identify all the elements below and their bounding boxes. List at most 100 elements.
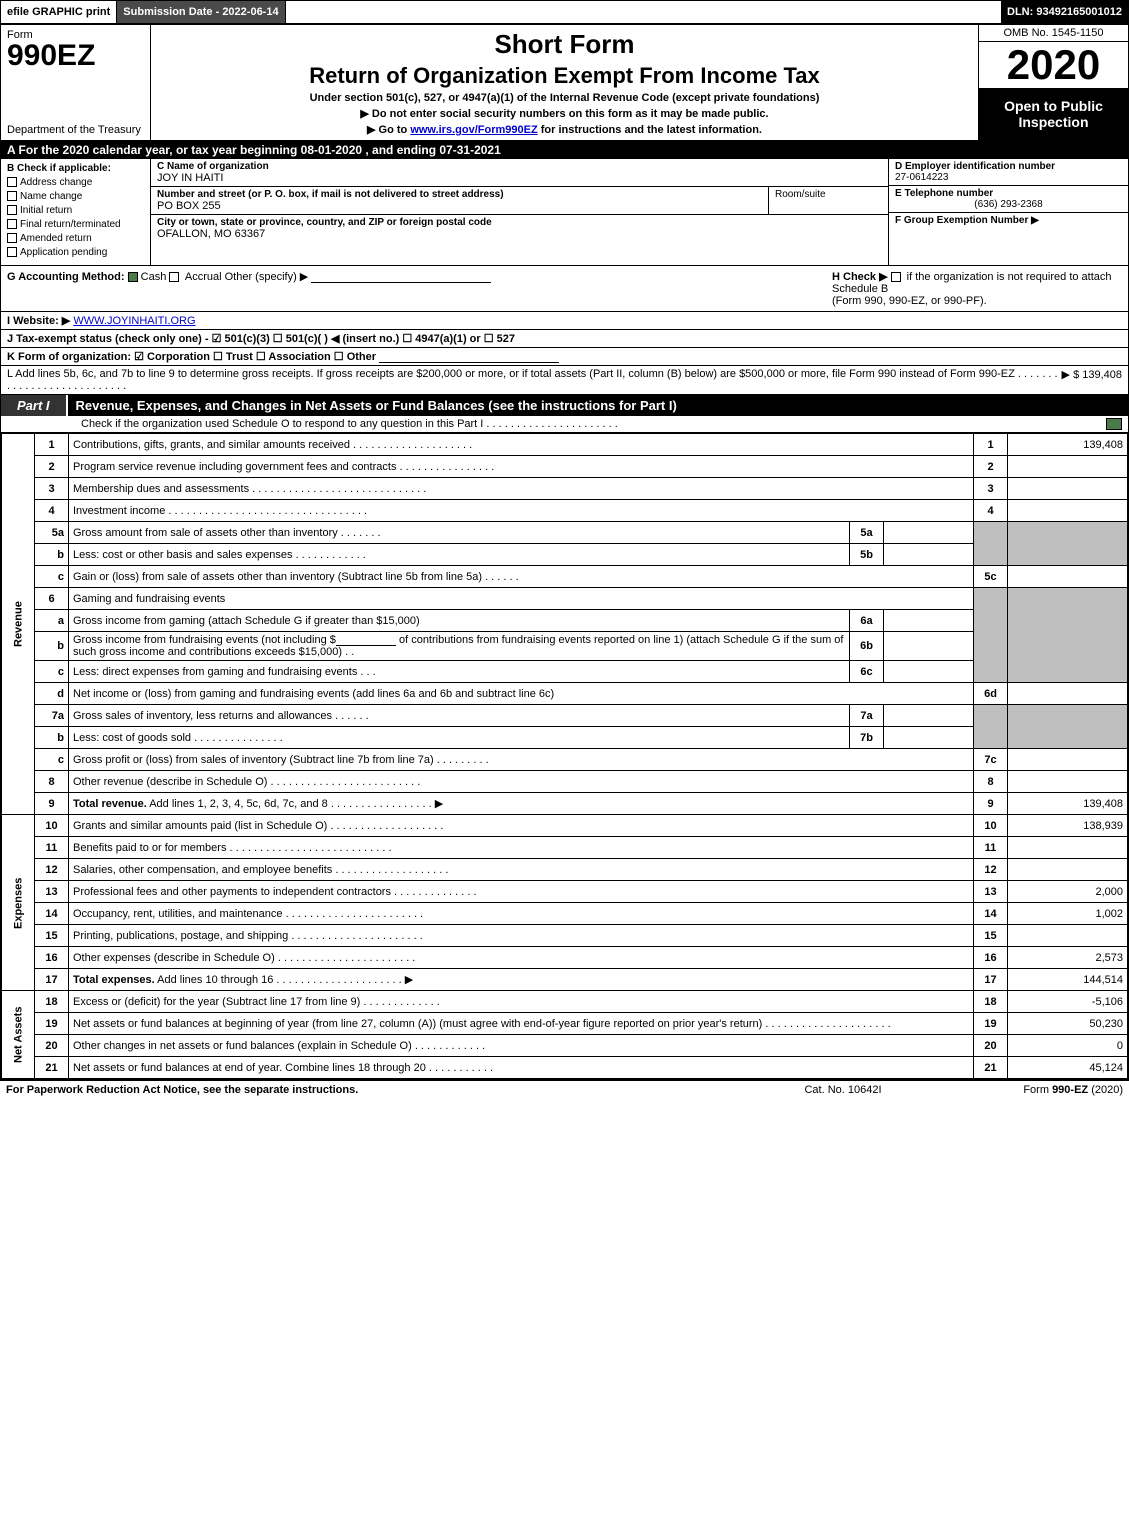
revenue-vlabel: Revenue [2, 434, 35, 815]
line-5a: 5a Gross amount from sale of assets othe… [2, 522, 1128, 544]
part1-sub-text: Check if the organization used Schedule … [81, 418, 1106, 430]
header-left: Form 990EZ Department of the Treasury [1, 25, 151, 140]
row-j: J Tax-exempt status (check only one) - ☑… [1, 330, 1128, 348]
b-header: B Check if applicable: [7, 163, 144, 174]
line-5c: c Gain or (loss) from sale of assets oth… [2, 566, 1128, 588]
chk-accrual[interactable] [169, 272, 179, 282]
period-bar: A For the 2020 calendar year, or tax yea… [1, 141, 1128, 159]
col-b: B Check if applicable: Address change Na… [1, 159, 151, 265]
i-label: I Website: ▶ [7, 315, 70, 327]
line-1: Revenue 1 Contributions, gifts, grants, … [2, 434, 1128, 456]
return-title: Return of Organization Exempt From Incom… [161, 63, 968, 89]
form-header: Form 990EZ Department of the Treasury Sh… [1, 25, 1128, 141]
part1-sub-check[interactable] [1106, 418, 1122, 430]
dept-treasury: Department of the Treasury [7, 118, 144, 136]
chk-name-change[interactable]: Name change [7, 191, 144, 202]
line-14: 14 Occupancy, rent, utilities, and maint… [2, 903, 1128, 925]
footer-mid: Cat. No. 10642I [743, 1084, 943, 1096]
row-k: K Form of organization: ☑ Corporation ☐ … [1, 348, 1128, 366]
chk-final-return[interactable]: Final return/terminated [7, 219, 144, 230]
netassets-vlabel: Net Assets [2, 991, 35, 1079]
chk-address-change[interactable]: Address change [7, 177, 144, 188]
street-value: PO BOX 255 [157, 200, 762, 212]
ein-value: 27-0614223 [895, 172, 1122, 183]
street-row: Number and street (or P. O. box, if mail… [151, 187, 888, 215]
col-c: C Name of organization JOY IN HAITI Numb… [151, 159, 888, 265]
line-7a: 7a Gross sales of inventory, less return… [2, 705, 1128, 727]
line-15: 15 Printing, publications, postage, and … [2, 925, 1128, 947]
row-l: L Add lines 5b, 6c, and 7b to line 9 to … [1, 366, 1128, 395]
form-number: 990EZ [7, 41, 144, 71]
line-2: 2 Program service revenue including gove… [2, 456, 1128, 478]
goto-line: ▶ Go to www.irs.gov/Form990EZ for instru… [161, 123, 968, 136]
line-4: 4 Investment income . . . . . . . . . . … [2, 500, 1128, 522]
g-other-blank[interactable] [311, 282, 491, 283]
l-amount: ▶ $ 139,408 [1062, 368, 1122, 392]
phone-value: (636) 293-2368 [895, 199, 1122, 210]
row-i: I Website: ▶ WWW.JOYINHAITI.ORG [1, 312, 1128, 330]
chk-h[interactable] [891, 272, 901, 282]
chk-amended-return[interactable]: Amended return [7, 233, 144, 244]
line-21: 21 Net assets or fund balances at end of… [2, 1057, 1128, 1079]
j-text: J Tax-exempt status (check only one) - ☑… [7, 333, 515, 345]
phone-cell: E Telephone number (636) 293-2368 [889, 186, 1128, 213]
part1-sub: Check if the organization used Schedule … [1, 416, 1128, 433]
short-form-title: Short Form [161, 29, 968, 60]
g-other: Other (specify) ▶ [225, 271, 309, 283]
street-label: Number and street (or P. O. box, if mail… [157, 189, 762, 200]
no-ssn-notice: ▶ Do not enter social security numbers o… [161, 107, 968, 120]
group-exemption-cell: F Group Exemption Number ▶ [889, 213, 1128, 265]
line-6: 6 Gaming and fundraising events [2, 588, 1128, 610]
c-name-label: C Name of organization [157, 161, 882, 172]
line-6c: c Less: direct expenses from gaming and … [2, 661, 1128, 683]
g-label: G Accounting Method: [7, 271, 125, 283]
k-other-blank[interactable] [379, 362, 559, 363]
efile-print[interactable]: efile GRAPHIC print [1, 1, 117, 23]
line-8: 8 Other revenue (describe in Schedule O)… [2, 771, 1128, 793]
line-7b: b Less: cost of goods sold . . . . . . .… [2, 727, 1128, 749]
row-g: G Accounting Method: Cash Accrual Other … [7, 270, 822, 307]
goto-link[interactable]: www.irs.gov/Form990EZ [410, 124, 537, 136]
chk-initial-return[interactable]: Initial return [7, 205, 144, 216]
chk-cash[interactable] [128, 272, 138, 282]
goto-post: for instructions and the latest informat… [538, 124, 762, 136]
city-value: OFALLON, MO 63367 [157, 228, 492, 240]
line-18: Net Assets 18 Excess or (deficit) for th… [2, 991, 1128, 1013]
line-19: 19 Net assets or fund balances at beginn… [2, 1013, 1128, 1035]
under-section: Under section 501(c), 527, or 4947(a)(1)… [161, 92, 968, 104]
city-row: City or town, state or province, country… [151, 215, 888, 265]
line-7c: c Gross profit or (loss) from sales of i… [2, 749, 1128, 771]
phone-label: E Telephone number [895, 188, 1122, 199]
line-9: 9 Total revenue. Add lines 1, 2, 3, 4, 5… [2, 793, 1128, 815]
l-text: L Add lines 5b, 6c, and 7b to line 9 to … [7, 368, 1062, 392]
chk-application-pending[interactable]: Application pending [7, 247, 144, 258]
header-right: OMB No. 1545-1150 2020 Open to Public In… [978, 25, 1128, 140]
footer-left: For Paperwork Reduction Act Notice, see … [6, 1084, 743, 1096]
line-13: 13 Professional fees and other payments … [2, 881, 1128, 903]
ein-cell: D Employer identification number 27-0614… [889, 159, 1128, 186]
website-link[interactable]: WWW.JOYINHAITI.ORG [73, 315, 195, 327]
col-def: D Employer identification number 27-0614… [888, 159, 1128, 265]
omb-number: OMB No. 1545-1150 [979, 25, 1128, 42]
city-label: City or town, state or province, country… [157, 217, 492, 228]
open-public-badge: Open to Public Inspection [979, 88, 1128, 140]
line-16: 16 Other expenses (describe in Schedule … [2, 947, 1128, 969]
footer-right: Form 990-EZ (2020) [943, 1084, 1123, 1096]
line-11: 11 Benefits paid to or for members . . .… [2, 837, 1128, 859]
form-outer: Form 990EZ Department of the Treasury Sh… [0, 24, 1129, 1080]
top-spacer [286, 1, 1001, 23]
org-name: JOY IN HAITI [157, 172, 882, 184]
k-text: K Form of organization: ☑ Corporation ☐ … [7, 351, 376, 363]
top-bar: efile GRAPHIC print Submission Date - 20… [0, 0, 1129, 24]
line-6a: a Gross income from gaming (attach Sched… [2, 610, 1128, 632]
group-exemption-label: F Group Exemption Number ▶ [895, 215, 1122, 226]
line-5b: b Less: cost or other basis and sales ex… [2, 544, 1128, 566]
section-bcdef: B Check if applicable: Address change Na… [1, 159, 1128, 266]
row-gh: G Accounting Method: Cash Accrual Other … [1, 266, 1128, 312]
line-6b: b Gross income from fundraising events (… [2, 632, 1128, 661]
tax-year: 2020 [979, 42, 1128, 88]
lines-table: Revenue 1 Contributions, gifts, grants, … [1, 433, 1128, 1079]
submission-date-button[interactable]: Submission Date - 2022-06-14 [117, 1, 285, 23]
line-17: 17 Total expenses. Add lines 10 through … [2, 969, 1128, 991]
dln-label: DLN: 93492165001012 [1001, 1, 1128, 23]
